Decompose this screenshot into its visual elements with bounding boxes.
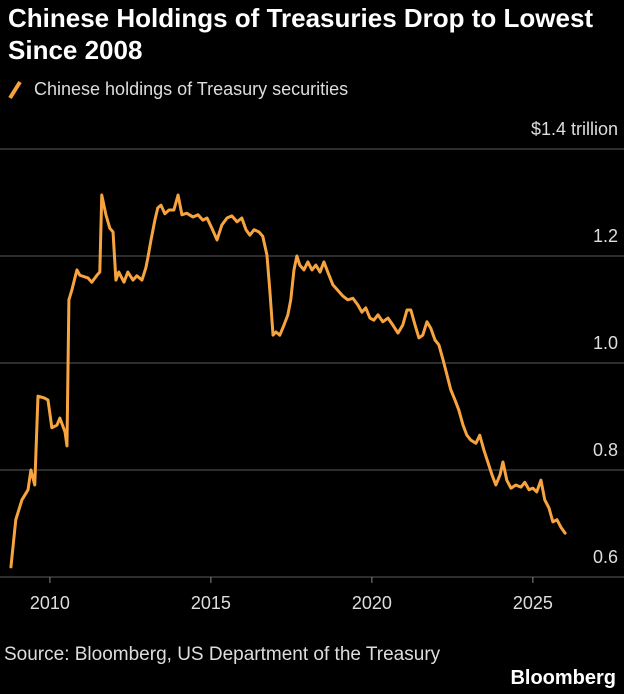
y-tick-label: 1.0 (593, 333, 618, 353)
x-tick-label: 2010 (30, 593, 70, 613)
chart-title: Chinese Holdings of Treasuries Drop to L… (8, 3, 594, 65)
legend-swatch (8, 80, 22, 100)
y-tick-label: $1.4 trillion (531, 119, 618, 139)
y-tick-label: 0.8 (593, 440, 618, 460)
x-tick-label: 2020 (352, 593, 392, 613)
y-tick-label: 1.2 (593, 226, 618, 246)
legend-label: Chinese holdings of Treasury securities (34, 79, 348, 99)
brand: Bloomberg (510, 667, 616, 689)
x-tick-label: 2025 (513, 593, 553, 613)
series-line (9, 193, 567, 569)
x-tick-label: 2015 (191, 593, 231, 613)
source-note: Source: Bloomberg, US Department of the … (4, 644, 441, 665)
y-tick-label: 0.6 (593, 547, 618, 567)
